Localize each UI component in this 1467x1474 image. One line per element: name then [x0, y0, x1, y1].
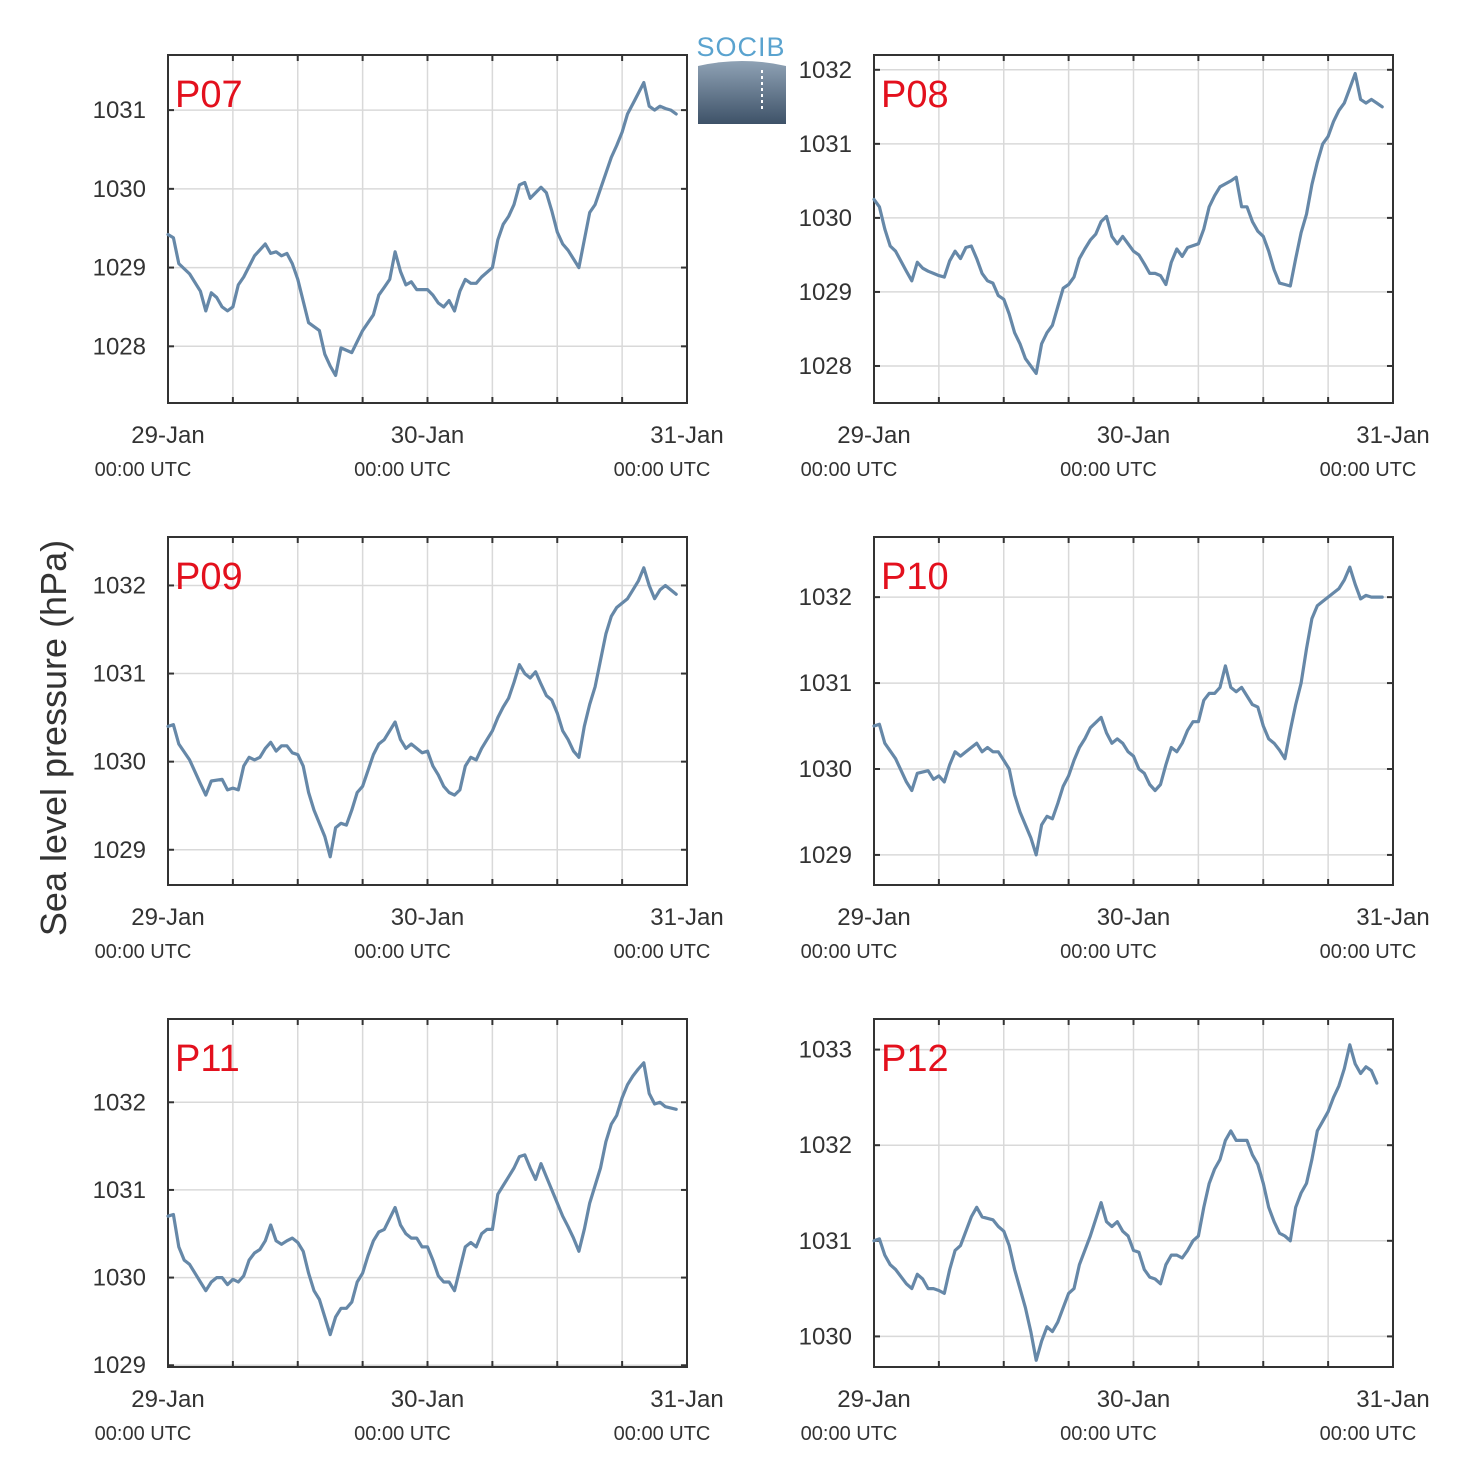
- x-tick-time-label: 00:00 UTC: [614, 459, 711, 481]
- logo-wave-mark: [698, 61, 786, 124]
- y-tick-label: 1029: [93, 837, 146, 864]
- y-tick-label: 1029: [799, 279, 852, 306]
- logo-text: SOCIB: [696, 32, 785, 62]
- x-tick-time-label: 00:00 UTC: [95, 1423, 192, 1445]
- panel-p08: 1028 1029 1030 1031 1032 29-Jan 00:00 UTC 30-Ja…: [799, 54, 1430, 481]
- y-tick-label: 1029: [93, 255, 146, 282]
- y-tick-label: 1029: [93, 1352, 146, 1379]
- pressure-series-line: [166, 566, 678, 859]
- x-tick-label: 30-Jan: [391, 422, 464, 449]
- plot-frame: [167, 54, 688, 404]
- panel-label: P10: [881, 556, 949, 598]
- x-tick-time-label: 00:00 UTC: [354, 941, 451, 963]
- x-tick-label: 29-Jan: [131, 904, 204, 931]
- plot-frame: [873, 54, 1394, 404]
- y-tick-label: 1032: [799, 57, 852, 84]
- x-tick-time-label: 00:00 UTC: [95, 941, 192, 963]
- x-tick-time-label: 00:00 UTC: [1320, 459, 1417, 481]
- panel-p07: 1028 1029 1030 1031 29-Jan 00:00 UTC 30-Jan 00:…: [93, 54, 724, 481]
- panel-label: P07: [175, 74, 243, 116]
- socib-logo: SOCIB: [696, 32, 786, 124]
- panel-p12: 1030 1031 1032 1033 29-Jan 00:00 UTC 30-Jan 00:…: [799, 1018, 1430, 1445]
- y-tick-label: 1030: [799, 1323, 852, 1350]
- y-tick-label: 1032: [93, 1089, 146, 1116]
- pressure-series-line: [872, 565, 1384, 857]
- y-tick-label: 1030: [93, 749, 146, 776]
- pressure-series-line: [166, 1061, 678, 1337]
- y-tick-label: 1029: [799, 842, 852, 869]
- y-tick-label: 1031: [93, 1177, 146, 1204]
- x-tick-time-label: 00:00 UTC: [801, 941, 898, 963]
- y-tick-label: 1032: [93, 572, 146, 599]
- panel-label: P08: [881, 74, 949, 116]
- x-tick-label: 30-Jan: [1097, 904, 1170, 931]
- pressure-series-line: [166, 81, 678, 377]
- y-tick-label: 1033: [799, 1037, 852, 1064]
- x-tick-label: 30-Jan: [391, 904, 464, 931]
- panel-p09: 1029 1030 1031 1032 29-Jan 00:00 UTC 30-Jan 00:…: [93, 536, 724, 963]
- y-tick-label: 1031: [799, 131, 852, 158]
- x-tick-label: 29-Jan: [131, 422, 204, 449]
- y-tick-label: 1028: [799, 353, 852, 380]
- y-tick-label: 1030: [799, 205, 852, 232]
- y-tick-label: 1030: [799, 756, 852, 783]
- x-tick-time-label: 00:00 UTC: [801, 1423, 898, 1445]
- x-tick-time-label: 00:00 UTC: [801, 459, 898, 481]
- x-tick-time-label: 00:00 UTC: [354, 459, 451, 481]
- y-tick-label: 1031: [93, 661, 146, 688]
- plot-frame: [873, 536, 1394, 886]
- x-tick-label: 31-Jan: [1356, 904, 1429, 931]
- y-tick-label: 1031: [799, 670, 852, 697]
- x-tick-label: 29-Jan: [837, 422, 910, 449]
- panel-label: P11: [175, 1038, 240, 1080]
- x-tick-time-label: 00:00 UTC: [614, 1423, 711, 1445]
- x-tick-label: 31-Jan: [650, 1386, 723, 1413]
- y-tick-label: 1031: [93, 97, 146, 124]
- x-tick-label: 31-Jan: [1356, 422, 1429, 449]
- pressure-series-line: [872, 1043, 1379, 1362]
- panel-p11: 1029 1030 1031 1032 29-Jan 00:00 UTC 30-Jan 00:…: [93, 1018, 724, 1445]
- x-tick-time-label: 00:00 UTC: [1060, 1423, 1157, 1445]
- panel-label: P09: [175, 556, 243, 598]
- y-axis-label: Sea level pressure (hPa): [33, 540, 74, 936]
- x-tick-label: 30-Jan: [1097, 422, 1170, 449]
- y-tick-label: 1032: [799, 584, 852, 611]
- y-tick-label: 1028: [93, 333, 146, 360]
- pressure-series-line: [872, 71, 1384, 375]
- x-tick-time-label: 00:00 UTC: [1060, 941, 1157, 963]
- x-tick-time-label: 00:00 UTC: [1320, 941, 1417, 963]
- plot-frame: [873, 1018, 1394, 1368]
- x-tick-time-label: 00:00 UTC: [354, 1423, 451, 1445]
- x-tick-label: 29-Jan: [837, 1386, 910, 1413]
- panel-p10: 1029 1030 1031 1032 29-Jan 00:00 UTC 30-Jan 00:…: [799, 536, 1430, 963]
- x-tick-label: 31-Jan: [650, 422, 723, 449]
- plot-frame: [167, 1018, 688, 1368]
- panel-label: P12: [881, 1038, 949, 1080]
- x-tick-time-label: 00:00 UTC: [1060, 459, 1157, 481]
- x-tick-label: 29-Jan: [131, 1386, 204, 1413]
- x-tick-label: 30-Jan: [391, 1386, 464, 1413]
- x-tick-label: 31-Jan: [650, 904, 723, 931]
- y-tick-label: 1030: [93, 176, 146, 203]
- y-tick-label: 1031: [799, 1228, 852, 1255]
- y-tick-label: 1030: [93, 1265, 146, 1292]
- x-tick-time-label: 00:00 UTC: [614, 941, 711, 963]
- x-tick-label: 30-Jan: [1097, 1386, 1170, 1413]
- y-tick-label: 1032: [799, 1132, 852, 1159]
- plot-frame: [167, 536, 688, 886]
- x-tick-label: 31-Jan: [1356, 1386, 1429, 1413]
- x-tick-label: 29-Jan: [837, 904, 910, 931]
- x-tick-time-label: 00:00 UTC: [95, 459, 192, 481]
- x-tick-time-label: 00:00 UTC: [1320, 1423, 1417, 1445]
